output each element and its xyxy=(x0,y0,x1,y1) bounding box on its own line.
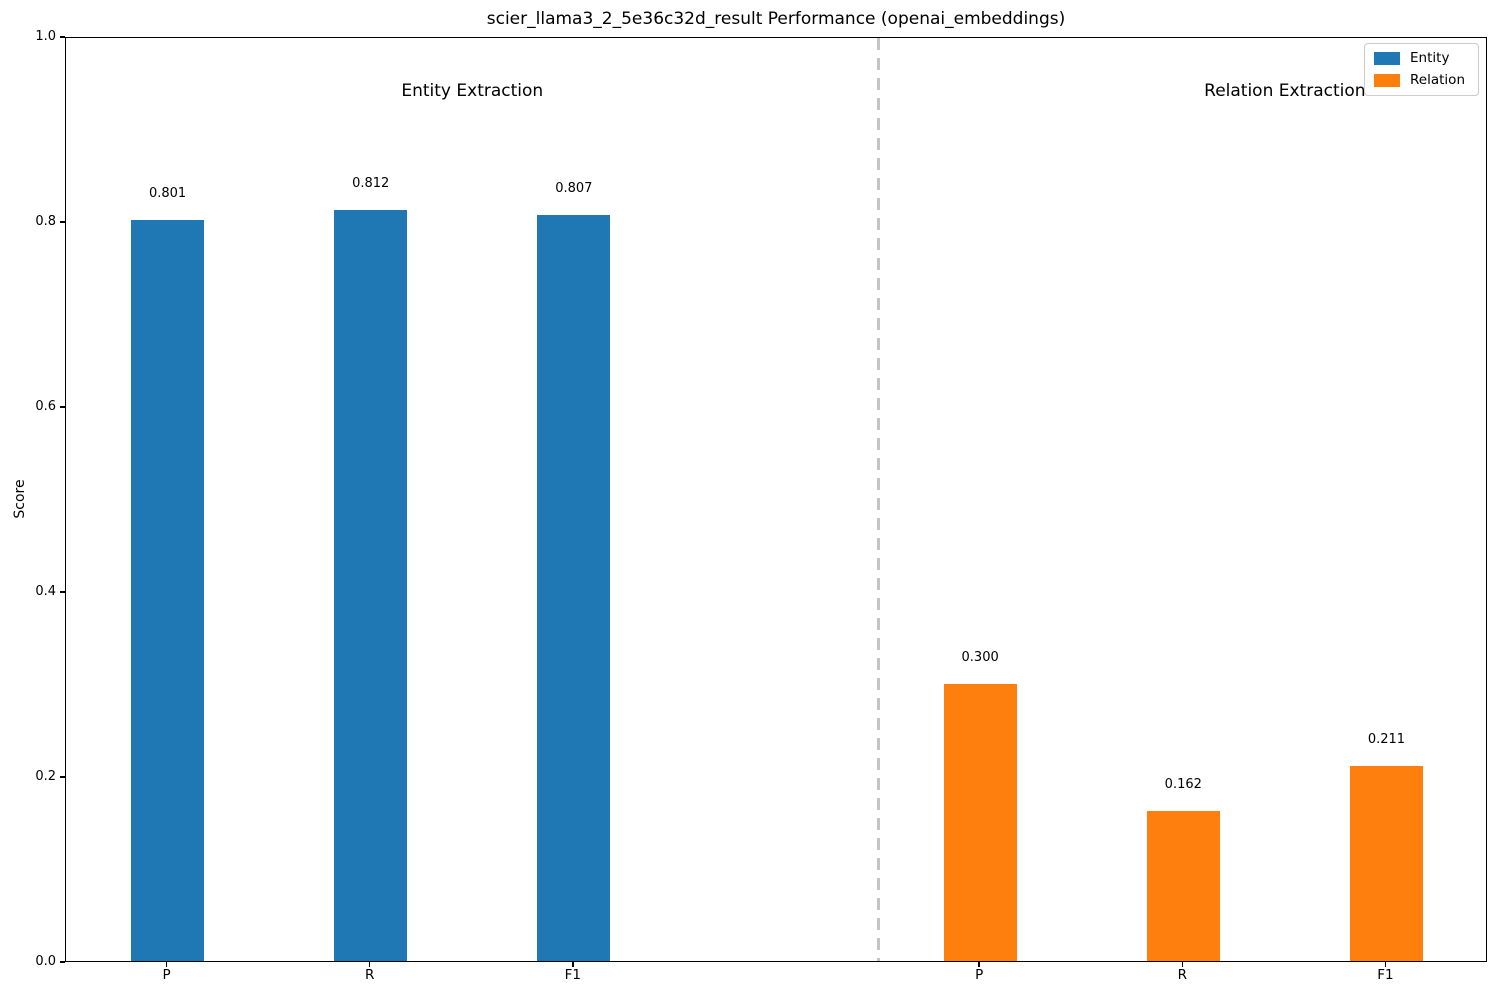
legend-item-entity: Entity xyxy=(1374,51,1469,66)
legend-label-relation: Relation xyxy=(1410,72,1465,88)
y-tick-label: 0.8 xyxy=(35,214,56,229)
chart-title: scier_llama3_2_5e36c32d_result Performan… xyxy=(486,9,1066,29)
legend-label-entity: Entity xyxy=(1410,50,1450,66)
bar-value-label: 0.807 xyxy=(555,180,593,196)
legend-swatch-entity xyxy=(1374,52,1401,65)
bar-value-label: 0.801 xyxy=(148,186,187,202)
y-tick-label: 0.6 xyxy=(35,399,56,414)
x-tick-mark xyxy=(978,962,980,967)
bar-value-label: 0.300 xyxy=(961,649,999,665)
bar-relation-f1 xyxy=(1349,765,1423,961)
x-tick-mark xyxy=(165,962,168,967)
plot-area: Entity Extraction Relation Extraction En… xyxy=(65,37,1487,962)
bar-entity-p xyxy=(131,220,205,961)
y-tick-mark xyxy=(60,961,65,963)
legend: Entity Relation xyxy=(1364,43,1479,96)
bar-relation-r xyxy=(1146,811,1220,961)
legend-item-relation: Relation xyxy=(1374,73,1469,88)
x-tick-label: P xyxy=(162,967,171,983)
y-tick-mark xyxy=(60,406,65,408)
legend-swatch-relation xyxy=(1374,74,1401,87)
x-tick-mark xyxy=(1384,962,1387,967)
y-tick-mark xyxy=(60,776,65,778)
y-tick-label: 0.4 xyxy=(35,584,56,599)
y-tick-mark xyxy=(60,591,65,593)
x-tick-label: F1 xyxy=(564,967,582,983)
bar-value-label: 0.211 xyxy=(1367,731,1406,747)
x-tick-mark xyxy=(1181,962,1184,967)
group-divider-line xyxy=(877,38,880,961)
bar-entity-r xyxy=(334,209,408,961)
y-tick-label: 0.0 xyxy=(35,954,56,969)
bar-relation-p xyxy=(943,683,1017,961)
x-tick-label: R xyxy=(1177,967,1187,983)
y-axis-label: Score xyxy=(12,479,28,519)
x-tick-mark xyxy=(368,962,371,967)
y-tick-mark xyxy=(60,221,65,223)
bar-value-label: 0.162 xyxy=(1164,777,1202,793)
x-tick-label: P xyxy=(975,967,984,983)
section-label-entity-extraction: Entity Extraction xyxy=(401,81,544,101)
x-tick-mark xyxy=(572,962,574,967)
y-tick-mark xyxy=(60,36,65,38)
bar-value-label: 0.812 xyxy=(352,175,390,191)
x-tick-label: R xyxy=(365,967,375,983)
bar-entity-f1 xyxy=(537,214,611,961)
y-tick-label: 1.0 xyxy=(35,29,56,44)
section-label-relation-extraction: Relation Extraction xyxy=(1204,81,1366,101)
x-tick-label: F1 xyxy=(1377,967,1394,983)
y-tick-label: 0.2 xyxy=(35,769,56,784)
